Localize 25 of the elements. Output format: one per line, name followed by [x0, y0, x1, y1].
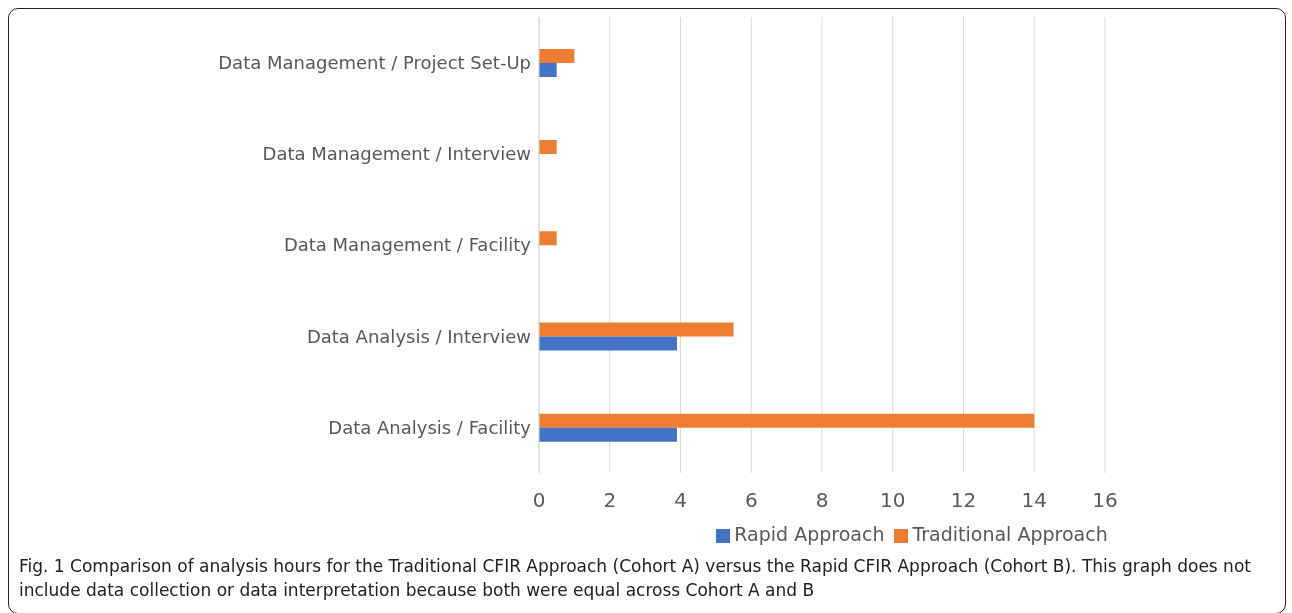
bar: [539, 231, 557, 246]
x-tick-label: 8: [815, 488, 829, 513]
x-tick-label: 16: [1092, 488, 1118, 513]
x-tick-label: 0: [532, 488, 546, 513]
x-tick-label: 2: [603, 488, 617, 513]
bar: [539, 336, 677, 351]
x-tick-label: 6: [744, 488, 758, 513]
x-tick-label: 4: [674, 488, 687, 513]
bar: [539, 427, 677, 442]
bar: [539, 48, 575, 63]
legend-label: Traditional Approach: [912, 523, 1108, 545]
x-tick-label: 14: [1021, 488, 1047, 513]
bar: [539, 140, 557, 155]
y-tick-label: Data Management / Facility: [283, 234, 532, 256]
x-tick-label: 12: [950, 488, 977, 513]
y-tick-label: Data Management / Project Set-Up: [218, 51, 531, 73]
legend-label: Rapid Approach: [734, 523, 885, 545]
y-tick-label: Data Management / Interview: [262, 143, 531, 165]
y-tick-label: Data Analysis / Interview: [306, 325, 531, 347]
bar: [539, 62, 557, 77]
y-tick-label: Data Analysis / Facility: [328, 416, 532, 438]
caption: Fig. 1 Comparison of analysis hours for the Traditional CFIR Approach (Cohort A) versus the Rapid CFIR Approach (Cohort B). This graph does not include data collection or data interpretation because both were equal across Cohort A and B: [18, 555, 1252, 602]
bar: [539, 322, 734, 337]
bar: [539, 413, 1035, 428]
x-tick-label: 10: [880, 488, 906, 513]
